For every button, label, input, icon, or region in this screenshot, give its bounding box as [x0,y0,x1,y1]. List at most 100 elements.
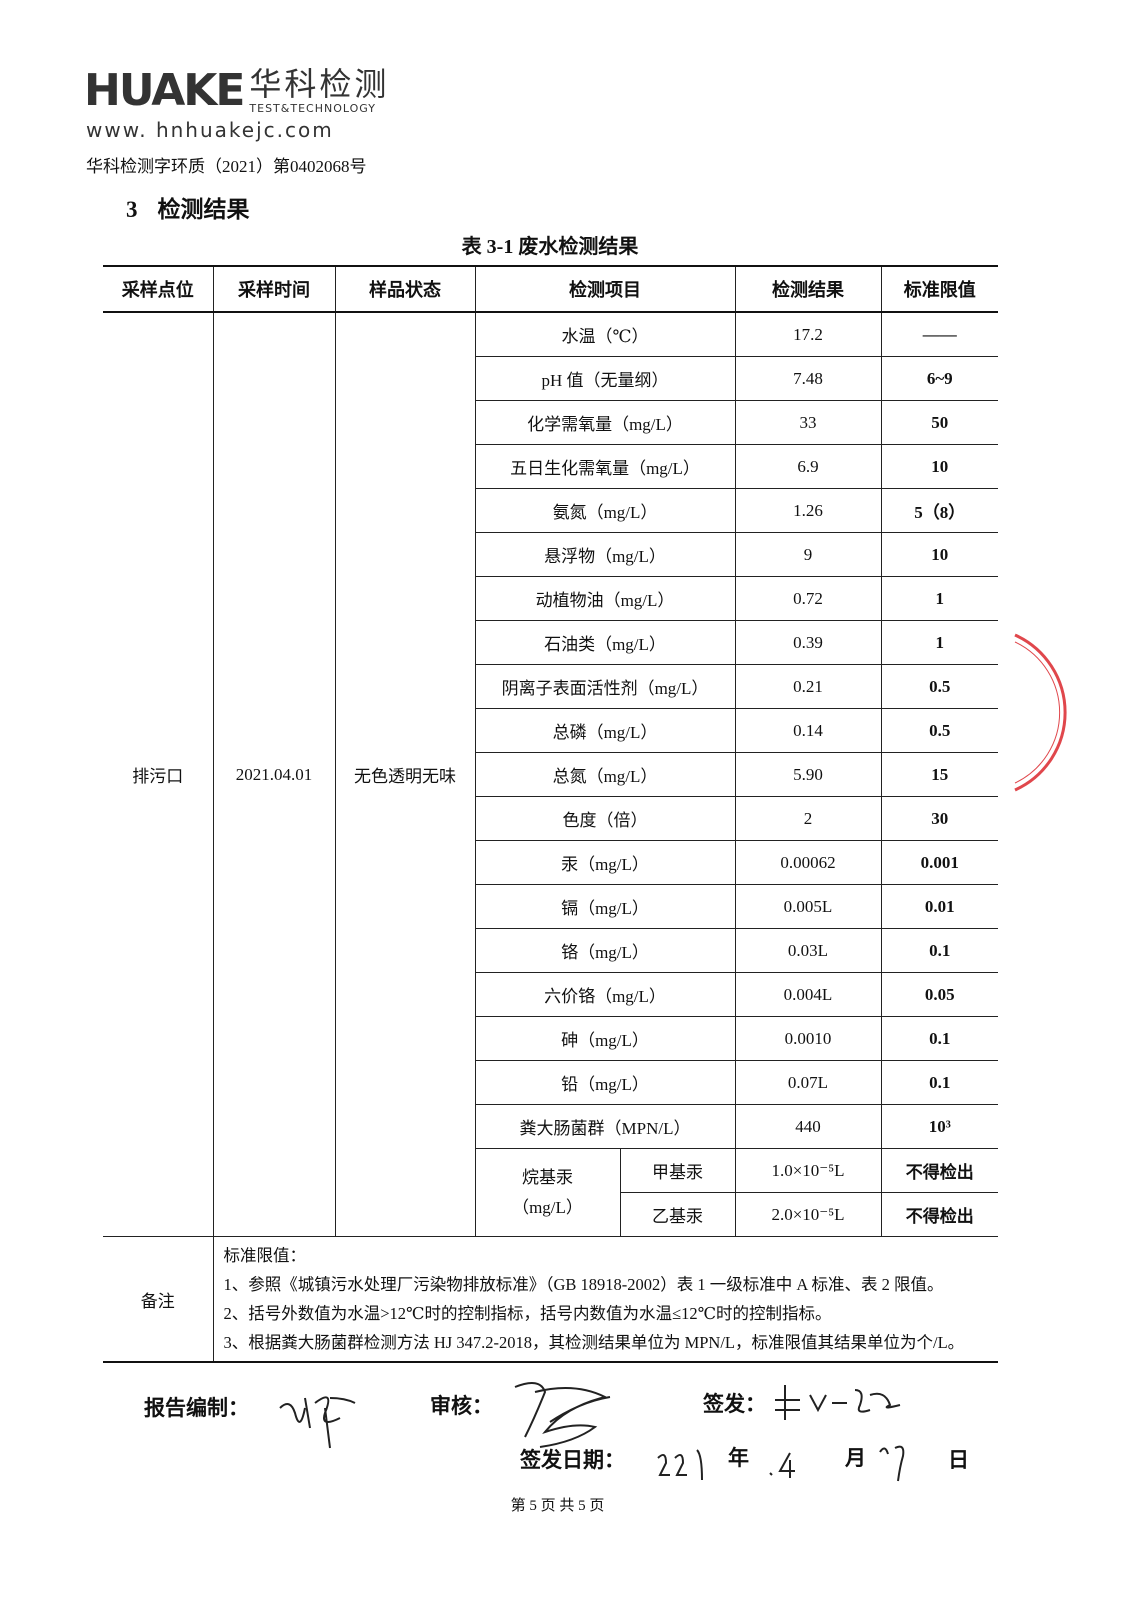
standard-limit: 30 [880,796,998,841]
test-item: 总氮（mg/L） [474,752,736,797]
report-number: 华科检测字环质（2021）第0402068号 [86,157,367,176]
test-item: 色度（倍） [474,796,736,841]
reviewer-signature [514,1382,611,1448]
header-state: 样品状态 [334,265,476,313]
sampling-site: 排污口 [103,311,214,1237]
test-result: 5.90 [734,752,882,797]
standard-limit: 0.5 [880,708,998,753]
standard-limit: 10 [880,532,998,577]
section-number: 3 [126,197,138,222]
table-row: 烷基汞 （mg/L） 甲基汞 1.0×10⁻⁵L 不得检出 [103,1148,998,1237]
header-date: 采样时间 [212,265,336,313]
test-item: pH 值（无量纲） [474,356,736,401]
company-url: www. hnhuakejc.com [86,118,334,142]
table-row: 阴离子表面活性剂（mg/L） 0.21 0.5 [103,664,998,709]
standard-limit: —— [880,311,998,357]
header-result: 检测结果 [734,265,882,313]
test-item: 铅（mg/L） [474,1060,736,1105]
table-row: 五日生化需氧量（mg/L） 6.9 10 [103,444,998,489]
table-row: 乙基汞 2.0×10⁻⁵L 不得检出 [103,1192,998,1237]
standard-limit: 0.1 [880,1016,998,1061]
table-row: 铬（mg/L） 0.03L 0.1 [103,928,998,973]
logo-chinese-name: 华科检测 [249,66,390,102]
test-item: 六价铬（mg/L） [474,972,736,1017]
company-logo: HUAKE 华科检测 TEST&TECHNOLOGY [84,66,389,116]
table-row: 氨氮（mg/L） 1.26 5（8） [103,488,998,533]
alkylmercury-label: 烷基汞 [522,1167,573,1187]
test-result: 0.005L [734,884,882,929]
standard-limit: 15 [880,752,998,797]
header-site: 采样点位 [103,265,214,313]
test-result: 9 [734,532,882,577]
table-row: 排污口 2021.04.01 无色透明无味 水温（℃） 17.2 —— [103,311,998,1237]
standard-limit: 10 [880,444,998,489]
standard-limit: 不得检出 [880,1148,998,1193]
section-title: 检测结果 [157,197,250,222]
test-result: 0.004L [734,972,882,1017]
test-result: 0.14 [734,708,882,753]
section-heading: 3 检测结果 [126,190,270,224]
results-table: 采样点位 采样时间 样品状态 检测项目 检测结果 标准限值 排污口 2021.04… [103,265,998,1363]
test-item: 甲基汞 [619,1148,736,1193]
page-footer: 第 5 页 共 5 页 [510,1498,605,1514]
test-result: 440 [734,1104,882,1149]
standard-limit: 1 [880,620,998,665]
test-result: 1.26 [734,488,882,533]
sample-state: 无色透明无味 [334,311,476,1237]
header-item: 检测项目 [474,265,736,313]
test-result: 0.07L [734,1060,882,1105]
test-result: 33 [734,400,882,445]
red-stamp [1014,633,1067,792]
standard-limit: 50 [880,400,998,445]
test-result: 0.00062 [734,840,882,885]
prepared-by-signature [279,1396,356,1449]
standard-limit: 5（8） [880,488,998,533]
issue-month-handwritten [769,1452,795,1478]
standard-limit: 0.01 [880,884,998,929]
test-result: 0.21 [734,664,882,709]
table-row: 石油类（mg/L） 0.39 1 [103,620,998,665]
test-item: 阴离子表面活性剂（mg/L） [474,664,736,709]
test-item: 镉（mg/L） [474,884,736,929]
note-line: 1、参照《城镇污水处理厂污染物排放标准》（GB 18918-2002）表 1 一… [223,1275,944,1294]
issue-date-label: 签发日期： [520,1447,625,1472]
test-item: 悬浮物（mg/L） [474,532,736,577]
standard-limit: 不得检出 [880,1192,998,1237]
standard-limit: 10³ [880,1104,998,1149]
table-row: 色度（倍） 2 30 [103,796,998,841]
standard-limit: 0.1 [880,1060,998,1105]
table-row: 六价铬（mg/L） 0.004L 0.05 [103,972,998,1017]
test-result: 0.39 [734,620,882,665]
notes-content: 标准限值： 1、参照《城镇污水处理厂污染物排放标准》（GB 18918-2002）… [212,1236,998,1363]
test-item: 五日生化需氧量（mg/L） [474,444,736,489]
header-limit: 标准限值 [880,265,998,313]
logo-mark: HUAKE [84,65,245,116]
test-item: 粪大肠菌群（MPN/L） [474,1104,736,1149]
test-result: 0.03L [734,928,882,973]
test-result: 0.0010 [734,1016,882,1061]
issuer-label: 签发： [703,1391,766,1416]
table-row: 砷（mg/L） 0.0010 0.1 [103,1016,998,1061]
test-item: 砷（mg/L） [474,1016,736,1061]
issue-year-handwritten [657,1449,703,1481]
notes-label: 备注 [103,1236,214,1363]
prepared-by-label: 报告编制： [144,1395,249,1420]
test-result: 0.72 [734,576,882,621]
test-item: 水温（℃） [474,311,736,357]
logo-tagline: TEST&TECHNOLOGY [249,102,376,115]
alkylmercury-group: 烷基汞 （mg/L） [474,1148,621,1237]
day-unit: 日 [948,1447,969,1472]
table-row: 总氮（mg/L） 5.90 15 [103,752,998,797]
note-line: 3、根据粪大肠菌群检测方法 HJ 347.2-2018，其检测结果单位为 MPN… [223,1333,965,1352]
table-header-row: 采样点位 采样时间 样品状态 检测项目 检测结果 标准限值 [103,265,998,313]
standard-limit: 0.5 [880,664,998,709]
table-row: 总磷（mg/L） 0.14 0.5 [103,708,998,753]
standard-limit: 0.001 [880,840,998,885]
note-line: 标准限值： [223,1246,307,1265]
table-caption: 表 3-1 废水检测结果 [461,236,639,258]
table-row: 汞（mg/L） 0.00062 0.001 [103,840,998,885]
standard-limit: 0.05 [880,972,998,1017]
standard-limit: 0.1 [880,928,998,973]
test-result: 17.2 [734,311,882,357]
